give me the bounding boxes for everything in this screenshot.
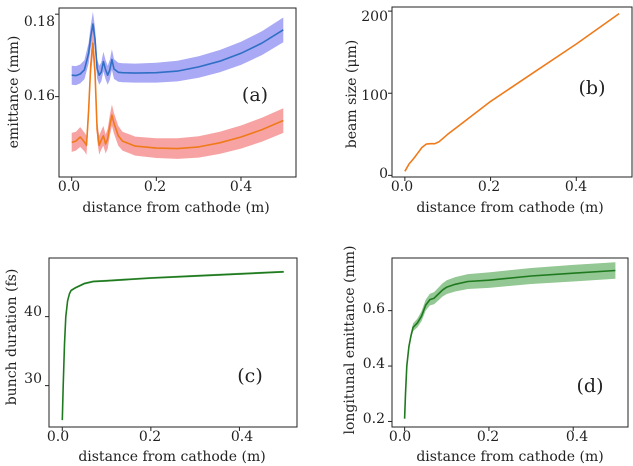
plot-frame <box>58 7 297 178</box>
plot-frame <box>48 257 298 428</box>
xtick-label: 0.4 <box>566 429 588 445</box>
ytick-label: 100 <box>361 88 388 104</box>
y-axis-label: beam size (μm) <box>344 40 360 148</box>
ytick-label: 0.18 <box>24 14 55 30</box>
panel-b: 0 100 200 0.0 0.2 0.4 distance from cath… <box>344 6 633 216</box>
ytick-label: 0.6 <box>363 301 385 317</box>
x-axis-label: distance from cathode (m) <box>78 449 265 465</box>
series-line <box>404 12 620 172</box>
series-line <box>71 23 284 77</box>
xtick-label: 0.2 <box>139 429 161 445</box>
ytick-label: 0.2 <box>363 411 385 427</box>
panel-label: (b) <box>579 77 606 99</box>
xtick-label: 0.0 <box>47 429 69 445</box>
xtick-label: 0.0 <box>391 179 413 195</box>
panel-c: 30 40 0.0 0.2 0.4 distance from cathode … <box>4 257 298 465</box>
panel-label: (c) <box>237 365 262 387</box>
ytick-label: 0.4 <box>363 356 385 372</box>
xtick-label: 0.4 <box>230 179 252 195</box>
uncertainty-band <box>62 270 284 421</box>
ytick-label: 200 <box>361 9 388 25</box>
uncertainty-band <box>71 11 284 86</box>
panel-a: 0.16 0.18 0.0 0.2 0.4 distance from cath… <box>6 7 297 216</box>
xtick-label: 0.4 <box>565 179 587 195</box>
xtick-label: 0.2 <box>477 429 499 445</box>
panel-d: 0.2 0.4 0.6 0.0 0.2 0.4 distance from ca… <box>342 246 629 465</box>
xtick-label: 0.4 <box>231 429 253 445</box>
panel-label: (d) <box>577 375 604 397</box>
x-axis-label: distance from cathode (m) <box>416 200 603 216</box>
xtick-label: 0.0 <box>58 179 80 195</box>
series-line <box>403 269 616 419</box>
xtick-label: 0.0 <box>389 429 411 445</box>
uncertainty-band <box>404 262 616 420</box>
ytick-label: 30 <box>24 371 42 387</box>
xtick-label: 0.2 <box>478 179 500 195</box>
x-axis-label: distance from cathode (m) <box>82 200 269 216</box>
ytick-label: 0.16 <box>24 88 55 104</box>
plot-frame <box>391 257 629 428</box>
y-axis-label: longitunal emittance (mm) <box>342 246 358 435</box>
series-line <box>71 42 284 150</box>
y-axis-label: bunch duration (fs) <box>4 269 20 406</box>
xtick-label: 0.2 <box>144 179 166 195</box>
y-axis-label: emittance (mm) <box>6 36 22 149</box>
x-axis-label: distance from cathode (m) <box>416 449 603 465</box>
panel-label: (a) <box>242 84 268 106</box>
series-line <box>61 271 284 421</box>
plot-frame <box>391 6 633 178</box>
ytick-label: 40 <box>24 304 42 320</box>
ytick-label: 0 <box>379 166 388 182</box>
